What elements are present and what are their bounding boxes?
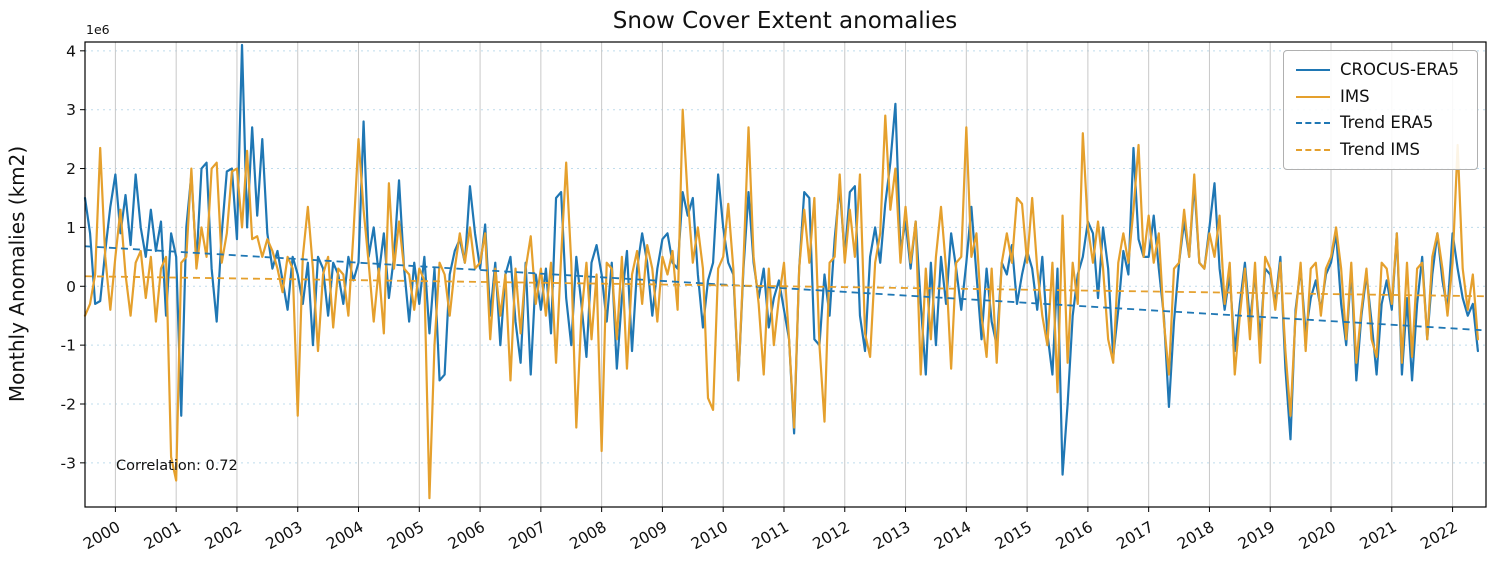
x-tick-label: 2013 [870,518,913,553]
y-tick-label: 4 [66,42,76,60]
x-tick-label: 2012 [810,518,853,553]
y-tick-label: 1 [66,219,76,237]
legend-label: IMS [1339,86,1370,106]
x-tick-label: 2002 [202,518,245,553]
legend: CROCUS-ERA5 IMS Trend ERA5 Trend IMS [1282,50,1478,170]
legend-label: Trend IMS [1339,139,1420,159]
x-tick-label: 2003 [263,518,306,553]
legend-entry: Trend IMS [1295,139,1459,159]
x-tick-label: 2011 [749,518,792,553]
y-axis-label: Monthly Anomalies (km2) [5,146,29,402]
y-tick-label: 0 [66,278,76,296]
legend-entry: CROCUS-ERA5 [1295,60,1459,79]
x-tick-label: 2009 [627,518,670,553]
x-tick-label: 2010 [688,518,731,553]
x-tick-label: 2018 [1174,518,1217,553]
trend-line-trend-ims [84,275,1487,298]
x-tick-label: 2016 [1053,518,1096,553]
series-layer [83,43,1487,500]
x-tick-label: 2014 [931,518,974,553]
chart-title: Snow Cover Extent anomalies [613,8,957,34]
x-tick-label: 2007 [506,518,549,553]
y-tick-label: 2 [66,160,76,178]
legend-entry: Trend ERA5 [1295,113,1459,132]
x-tick-label: 2005 [384,518,427,553]
legend-line-sample [1295,148,1330,151]
legend-line-sample [1295,95,1330,98]
y-offset-label: 1e6 [86,22,110,37]
x-tick-label: 2001 [141,518,184,553]
x-tick-label: 2015 [992,518,1035,553]
x-tick-label: 2006 [445,518,488,553]
x-tick-label: 2008 [566,518,609,553]
y-tick-label: -2 [61,395,76,413]
x-tick-label: 2020 [1296,518,1339,553]
x-tick-label: 2004 [323,518,366,553]
legend-line-sample [1295,69,1330,72]
y-tick-label: 3 [66,101,76,119]
y-tick-label: -3 [61,454,76,472]
legend-label: CROCUS-ERA5 [1339,60,1459,79]
plot-frame [84,41,1487,508]
series-line-ims [83,108,1480,500]
correlation-annotation: Correlation: 0.72 [116,458,238,474]
grid-layer [85,42,1486,507]
trend-line-trend-era5 [84,245,1487,332]
legend-label: Trend ERA5 [1339,113,1434,132]
legend-entry: IMS [1295,86,1459,106]
x-tick-label: 2022 [1417,518,1460,553]
legend-line-sample [1295,122,1330,125]
x-tick-label: 2019 [1235,518,1278,553]
x-tick-label: 2000 [80,518,123,553]
x-tick-label: 2017 [1113,518,1156,553]
x-tick-label: 2021 [1357,518,1400,553]
y-tick-label: -1 [61,337,76,355]
